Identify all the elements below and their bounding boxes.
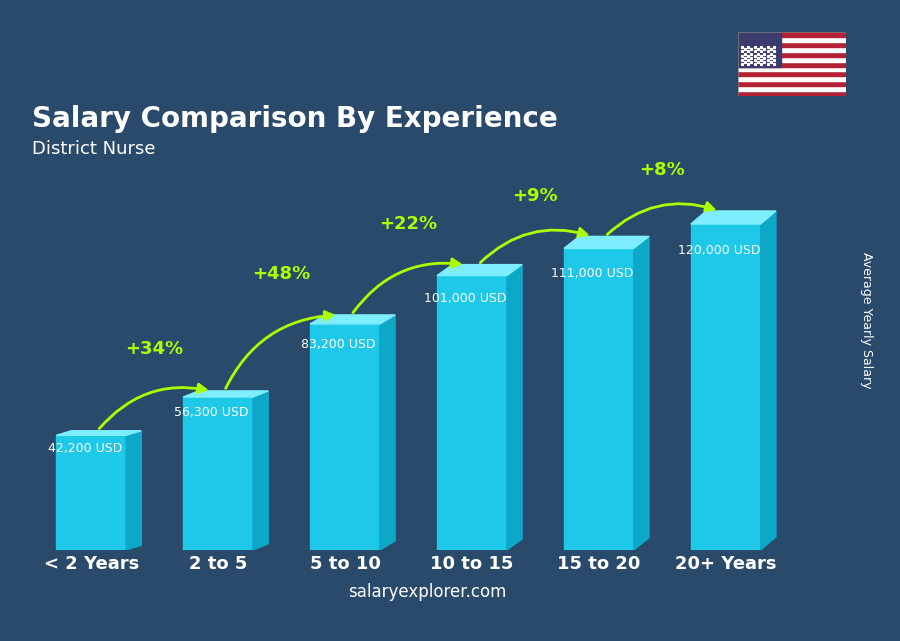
Bar [738,81,846,87]
Polygon shape [760,211,776,550]
FancyArrowPatch shape [353,259,460,313]
Bar [738,32,781,67]
Bar [738,62,846,67]
Polygon shape [253,391,268,550]
Text: salaryexplorer.com: salaryexplorer.com [348,583,507,601]
Text: 120,000 USD: 120,000 USD [679,244,760,256]
Text: Average Yearly Salary: Average Yearly Salary [860,253,873,388]
FancyArrowPatch shape [99,384,206,429]
Polygon shape [437,265,522,276]
Polygon shape [184,391,268,397]
Bar [564,249,634,550]
FancyArrowPatch shape [226,312,333,388]
Bar [738,91,846,96]
Polygon shape [380,315,395,550]
Bar [691,224,760,550]
Bar [310,324,380,550]
Polygon shape [507,265,522,550]
FancyArrowPatch shape [481,228,587,263]
Polygon shape [634,237,649,550]
Bar [738,42,846,47]
Text: +34%: +34% [126,340,184,358]
Text: District Nurse: District Nurse [32,140,155,158]
Polygon shape [310,315,395,324]
Text: Salary Comparison By Experience: Salary Comparison By Experience [32,105,557,133]
Bar [738,87,846,91]
Text: 111,000 USD: 111,000 USD [552,267,634,279]
Polygon shape [126,431,141,550]
Bar [184,397,253,550]
Bar [738,67,846,72]
Bar [738,32,846,37]
Bar [738,37,846,42]
Bar [738,56,846,62]
Polygon shape [56,431,141,435]
Bar [437,276,507,550]
Text: +22%: +22% [380,215,437,233]
Bar [738,72,846,76]
Text: +9%: +9% [513,187,558,205]
Bar [738,52,846,56]
Text: 42,200 USD: 42,200 USD [48,442,122,455]
Polygon shape [564,237,649,249]
Bar [738,76,846,81]
Text: 83,200 USD: 83,200 USD [302,338,376,351]
Text: 101,000 USD: 101,000 USD [424,292,507,305]
Bar [738,47,846,52]
FancyArrowPatch shape [608,203,714,235]
Polygon shape [691,211,776,224]
Text: +48%: +48% [252,265,310,283]
Text: 56,300 USD: 56,300 USD [175,406,249,419]
Bar [56,435,126,550]
Text: +8%: +8% [639,161,685,179]
